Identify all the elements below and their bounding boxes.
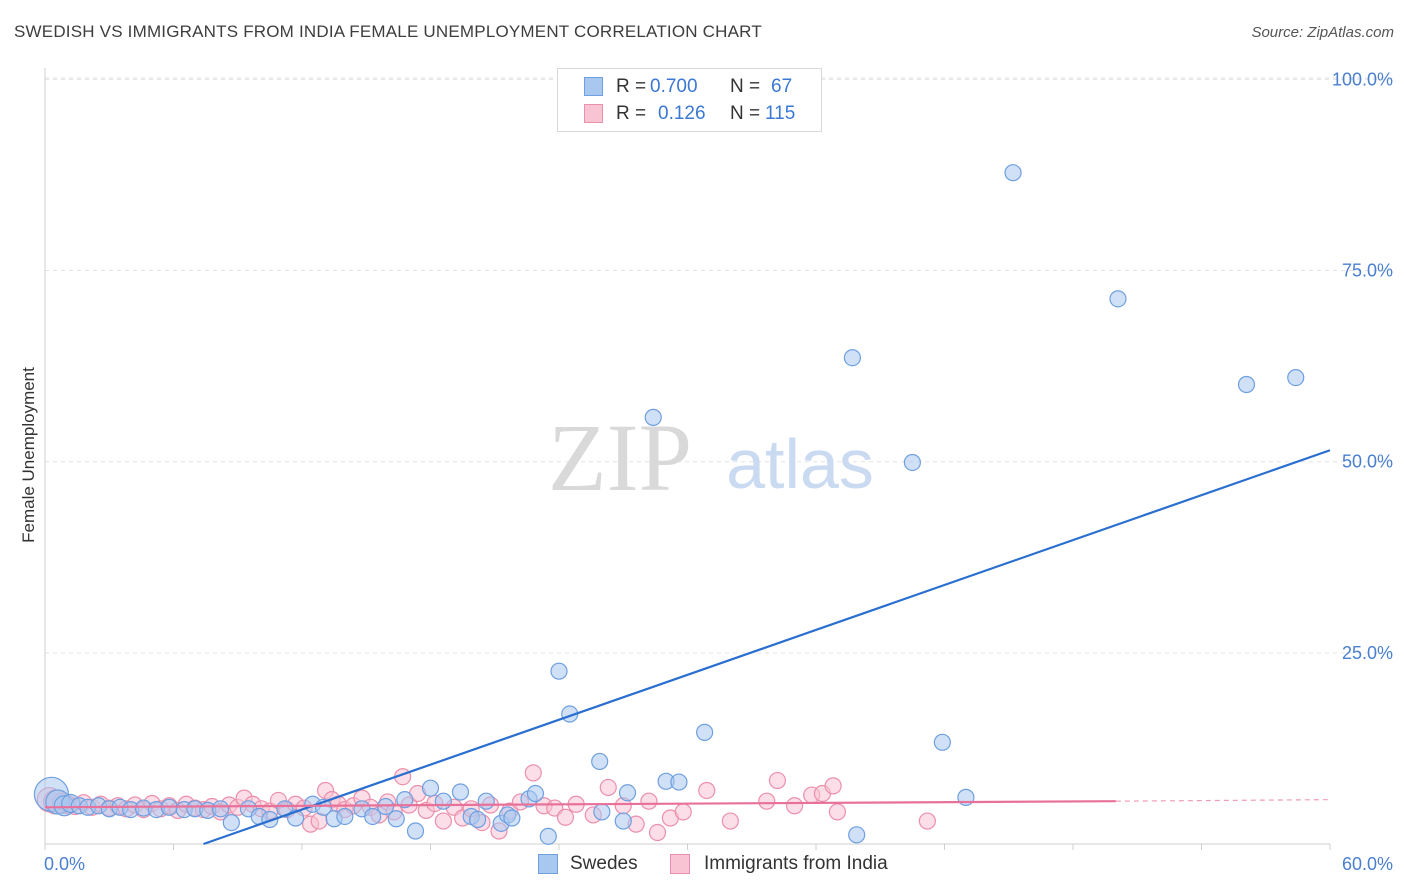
point-swedes bbox=[1004, 164, 1022, 182]
point-swedes bbox=[670, 773, 688, 791]
chart-title: SWEDISH VS IMMIGRANTS FROM INDIA FEMALE … bbox=[14, 22, 762, 41]
trend-lines bbox=[44, 449, 1331, 846]
series-swatch-india bbox=[670, 854, 690, 874]
point-swedes bbox=[222, 813, 240, 832]
y-tick-label: 100.0% bbox=[1332, 69, 1393, 89]
point-india bbox=[434, 812, 452, 830]
point-swedes bbox=[364, 807, 382, 826]
point-swedes bbox=[614, 812, 632, 830]
point-swedes bbox=[843, 349, 862, 367]
x-tick-label: 0.0% bbox=[44, 854, 85, 874]
point-swedes bbox=[593, 803, 611, 821]
point-india bbox=[824, 777, 842, 795]
series-label-india: Immigrants from India bbox=[704, 853, 888, 874]
point-india bbox=[648, 823, 667, 842]
watermark-zip: ZIP bbox=[548, 404, 692, 511]
point-swedes bbox=[434, 792, 452, 810]
legend-r-label: R = bbox=[616, 103, 647, 124]
watermark: ZIP atlas bbox=[548, 404, 874, 511]
point-swedes bbox=[503, 809, 521, 827]
point-india bbox=[698, 781, 716, 800]
legend-swatch-india bbox=[584, 104, 603, 123]
point-swedes bbox=[421, 779, 440, 797]
x-tick-label: 60.0% bbox=[1342, 854, 1393, 874]
point-swedes bbox=[591, 752, 609, 771]
legend-n-label: N = bbox=[730, 103, 761, 124]
point-india bbox=[599, 778, 617, 797]
trend-line-india-extrapolated bbox=[1115, 799, 1331, 802]
point-india bbox=[758, 792, 776, 810]
point-swedes bbox=[387, 810, 405, 828]
point-swedes bbox=[1109, 290, 1127, 308]
point-swedes bbox=[477, 792, 495, 810]
point-india bbox=[918, 812, 936, 830]
point-india bbox=[640, 792, 658, 810]
y-tick-label: 75.0% bbox=[1342, 261, 1393, 281]
source-credit: Source: ZipAtlas.com bbox=[1251, 24, 1394, 41]
legend-row-swedes: R = 0.700 N = 67 bbox=[558, 74, 821, 100]
legend-r-value: 0.126 bbox=[658, 103, 706, 124]
point-india bbox=[828, 803, 847, 821]
point-swedes bbox=[526, 784, 545, 803]
legend-r-value: 0.700 bbox=[650, 76, 698, 97]
point-swedes bbox=[376, 797, 395, 816]
point-india bbox=[524, 764, 542, 782]
point-swedes bbox=[550, 662, 568, 680]
legend-n-value: 115 bbox=[765, 103, 796, 124]
point-india bbox=[674, 803, 692, 821]
trend-line-india bbox=[44, 800, 1116, 809]
point-swedes bbox=[903, 453, 921, 472]
series-legend: Swedes Immigrants from India bbox=[0, 852, 1406, 880]
legend-row-india: R = 0.126 N = 115 bbox=[558, 101, 821, 127]
point-swedes bbox=[406, 822, 425, 840]
y-axis-label: Female Unemployment bbox=[19, 367, 38, 543]
point-swedes bbox=[469, 810, 487, 829]
axes bbox=[44, 68, 1331, 850]
series-label-swedes: Swedes bbox=[570, 853, 638, 874]
point-swedes bbox=[618, 784, 637, 802]
watermark-atlas: atlas bbox=[726, 425, 874, 503]
point-swedes bbox=[261, 810, 279, 829]
point-swedes bbox=[396, 791, 414, 809]
trend-line-swedes bbox=[203, 449, 1331, 846]
y-tick-label: 25.0% bbox=[1342, 643, 1393, 663]
point-swedes bbox=[848, 826, 866, 844]
point-swedes bbox=[644, 408, 662, 426]
point-swedes bbox=[336, 807, 354, 826]
point-swedes bbox=[1287, 369, 1305, 387]
legend-swatch-swedes bbox=[584, 77, 603, 96]
series-swatch-swedes bbox=[538, 854, 558, 874]
point-india bbox=[768, 771, 787, 790]
point-swedes bbox=[451, 783, 470, 801]
point-swedes bbox=[933, 733, 951, 751]
stats-legend: R = 0.700 N = 67 R = 0.126 N = 115 bbox=[557, 68, 822, 132]
point-india bbox=[721, 812, 739, 830]
point-india bbox=[556, 808, 575, 826]
legend-r-label: R = bbox=[616, 76, 647, 97]
point-swedes bbox=[696, 723, 714, 741]
tick-labels: 25.0% 50.0% 75.0% 100.0% 0.0% 60.0% bbox=[44, 69, 1393, 874]
gridlines bbox=[45, 77, 1392, 654]
point-india bbox=[785, 797, 804, 815]
point-swedes bbox=[1237, 375, 1256, 394]
legend-n-value: 67 bbox=[771, 76, 793, 97]
y-tick-label: 50.0% bbox=[1342, 452, 1393, 472]
point-swedes bbox=[212, 800, 230, 818]
point-swedes bbox=[539, 827, 557, 845]
legend-n-label: N = bbox=[730, 76, 761, 97]
